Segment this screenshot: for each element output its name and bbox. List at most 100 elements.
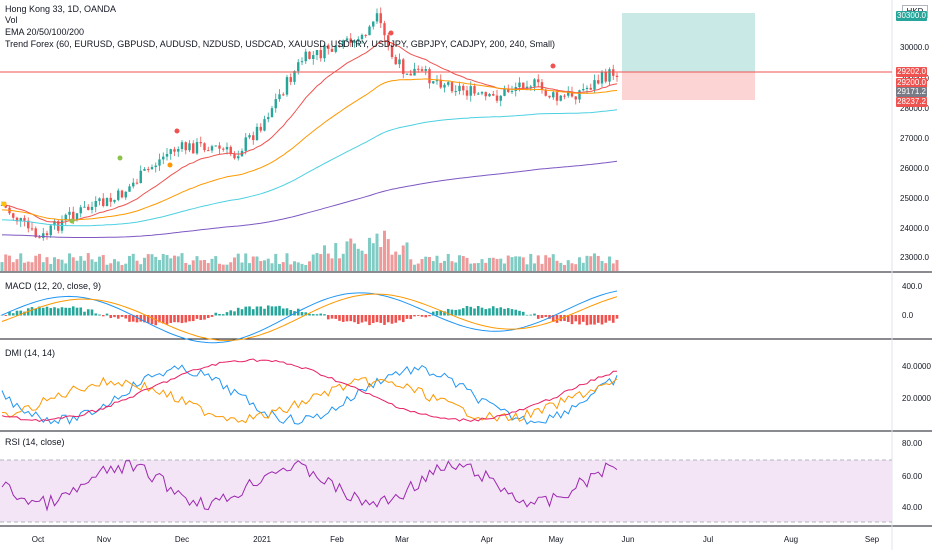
macd-histogram-bar: [341, 315, 345, 322]
candle-body: [237, 156, 240, 159]
volume-bar: [68, 253, 71, 271]
candle-body: [79, 207, 82, 214]
candle-body: [30, 228, 34, 230]
volume-bar: [353, 243, 356, 271]
macd-histogram-bar: [240, 309, 244, 316]
macd-histogram-bar: [555, 315, 559, 323]
macd-histogram-bar: [518, 310, 521, 316]
volume-bar: [218, 263, 221, 271]
volume-bar: [113, 259, 116, 271]
volume-bar: [356, 248, 360, 271]
candle-body: [604, 72, 607, 82]
candle-body: [83, 206, 86, 208]
candle-body: [128, 186, 131, 192]
macd-histogram-bar: [480, 307, 484, 316]
macd-histogram-bar: [596, 315, 600, 323]
volume-bar: [413, 264, 416, 271]
candle-body: [563, 95, 566, 97]
candle-body: [372, 21, 375, 27]
candle-body: [555, 92, 559, 101]
macd-histogram-bar: [536, 315, 540, 319]
macd-histogram-bar: [413, 315, 416, 317]
macd-histogram-bar: [30, 307, 34, 316]
volume-bar: [611, 263, 615, 271]
volume-bar: [548, 257, 551, 271]
target-zone: [622, 13, 755, 72]
macd-histogram-bar: [135, 315, 139, 323]
volume-bar: [315, 253, 319, 271]
macd-histogram-bar: [431, 311, 435, 316]
macd-histogram-bar: [540, 315, 544, 318]
candle-body: [312, 55, 315, 60]
volume-bar: [540, 263, 544, 271]
macd-histogram-bar: [90, 309, 94, 316]
candle-body: [327, 45, 330, 49]
volume-bar: [38, 253, 41, 271]
volume-bar: [454, 262, 458, 271]
last-price-tag: 29200.0: [896, 78, 927, 88]
macd-histogram-bar: [604, 315, 608, 323]
candle-body: [315, 50, 319, 56]
volume-bar: [416, 263, 420, 271]
macd-histogram-bar: [330, 315, 334, 319]
macd-histogram-bar: [420, 315, 424, 317]
candle-body: [330, 48, 334, 52]
candle-body: [300, 61, 304, 63]
volume-bar: [578, 257, 581, 271]
volume-bar: [300, 263, 304, 271]
candle-body: [360, 34, 364, 40]
volume-bar: [439, 262, 443, 271]
volume-bar: [60, 259, 64, 271]
trend-forex-legend: Trend Forex (60, EURUSD, GBPUSD, AUDUSD,…: [5, 39, 555, 49]
candle-body: [439, 79, 442, 88]
macd-histogram-bar: [184, 315, 188, 323]
macd-histogram-bar: [593, 315, 596, 325]
macd-line: [1, 290, 618, 344]
volume-bar: [574, 264, 578, 271]
macd-histogram-bar: [131, 315, 135, 322]
macd-histogram-bar: [203, 315, 206, 320]
volume-bar: [8, 255, 11, 271]
candle-body: [102, 198, 105, 206]
candle-body: [353, 40, 356, 43]
macd-histogram-bar: [180, 315, 184, 324]
macd-histogram-bar: [360, 315, 364, 323]
macd-histogram-bar: [574, 315, 578, 322]
candle-body: [518, 82, 521, 88]
candle-body: [345, 38, 349, 41]
macd-histogram-bar: [206, 315, 210, 319]
candle-body: [342, 40, 345, 48]
volume-bar: [79, 256, 83, 271]
candle-body: [173, 149, 176, 152]
candle-body: [420, 69, 424, 71]
volume-bar: [161, 254, 165, 271]
candle-body: [537, 79, 540, 83]
volume-bar: [431, 261, 435, 271]
volume-bar: [401, 245, 405, 271]
macd-histogram-bar: [405, 315, 409, 319]
ema-line-1: [1, 78, 618, 221]
macd-histogram-bar: [225, 312, 229, 316]
volume-bar: [514, 256, 518, 271]
time-axis-label: Sep: [865, 535, 880, 544]
volume-bar: [19, 253, 23, 271]
candle-body: [473, 86, 476, 94]
candle-body: [177, 149, 180, 152]
volume-bar: [600, 260, 604, 271]
macd-histogram-bar: [49, 308, 53, 316]
macd-histogram-bar: [285, 308, 289, 316]
volume-bar: [26, 261, 30, 271]
macd-histogram-bar: [608, 315, 611, 321]
candle-body: [207, 150, 210, 152]
macd-histogram-bar: [128, 315, 131, 322]
volume-bar: [4, 254, 8, 271]
macd-histogram-bar: [274, 306, 278, 316]
rsi-label: RSI (14, close): [5, 437, 65, 447]
volume-bar: [533, 263, 536, 271]
candle-body: [593, 80, 596, 90]
rsi-line: [1, 460, 618, 512]
volume-bar: [450, 261, 454, 271]
candle-body: [124, 191, 127, 198]
candle-body: [225, 146, 229, 150]
